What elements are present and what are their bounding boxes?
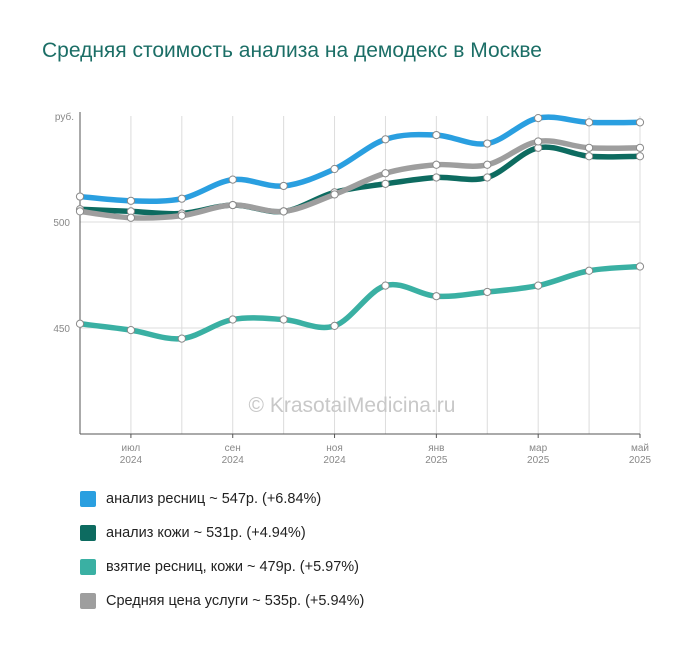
data-point — [330, 190, 339, 199]
data-point — [483, 173, 492, 182]
data-point — [126, 326, 136, 335]
data-point — [381, 281, 390, 290]
legend-swatch — [80, 559, 96, 575]
data-point — [75, 319, 85, 328]
legend-label: Средняя цена услуги ~ 535р. (+5.94%) — [106, 593, 365, 609]
series-2 — [75, 262, 645, 343]
series-line — [77, 114, 643, 204]
data-point — [584, 143, 594, 152]
legend-label: анализ ресниц ~ 547р. (+6.84%) — [106, 491, 322, 507]
x-tick-year: 2024 — [120, 455, 143, 466]
data-point — [177, 334, 186, 343]
data-point — [432, 173, 441, 182]
data-point — [330, 164, 339, 174]
data-point — [635, 118, 645, 127]
data-point — [635, 152, 645, 161]
y-axis-label: руб. — [55, 111, 74, 123]
data-point — [483, 139, 492, 148]
data-point — [584, 118, 594, 127]
x-tick-year: 2025 — [527, 455, 550, 466]
x-tick-month: май — [631, 443, 649, 454]
data-point — [279, 207, 288, 216]
y-tick-label: 500 — [53, 218, 70, 229]
legend-label: взятие ресниц, кожи ~ 479р. (+5.97%) — [106, 559, 360, 575]
data-point — [279, 181, 288, 191]
data-point — [228, 200, 237, 210]
x-tick-year: 2024 — [222, 455, 245, 466]
watermark-text: © KrasotaiMedicina.ru — [249, 394, 456, 417]
legend-swatch — [80, 593, 96, 609]
x-tick-month: июл — [122, 443, 141, 454]
x-tick-year: 2024 — [323, 455, 346, 466]
x-tick-month: янв — [428, 443, 444, 454]
data-point — [432, 160, 441, 169]
legend-item[interactable]: Средняя цена услуги ~ 535р. (+5.94%) — [80, 584, 364, 618]
x-tick-year: 2025 — [629, 455, 652, 466]
x-tick-year: 2025 — [425, 455, 448, 466]
data-point — [534, 114, 543, 123]
legend-item[interactable]: анализ ресниц ~ 547р. (+6.84%) — [80, 482, 364, 516]
data-point — [126, 196, 136, 205]
data-point — [432, 130, 441, 140]
data-point — [177, 211, 186, 220]
data-point — [483, 160, 492, 169]
data-point — [126, 213, 136, 222]
data-point — [330, 321, 339, 330]
y-tick-label: 450 — [53, 324, 70, 335]
data-point — [177, 194, 186, 203]
x-tick-month: мар — [529, 443, 547, 454]
data-point — [228, 315, 237, 324]
data-point — [381, 135, 390, 144]
legend-label: анализ кожи ~ 531р. (+4.94%) — [106, 525, 306, 541]
data-point — [584, 152, 594, 161]
legend-item[interactable]: анализ кожи ~ 531р. (+4.94%) — [80, 516, 364, 550]
data-point — [381, 179, 390, 188]
series-0 — [75, 114, 645, 205]
data-point — [432, 292, 441, 301]
data-point — [635, 143, 645, 152]
x-tick-month: ноя — [326, 443, 343, 454]
data-point — [534, 281, 543, 290]
series-line — [77, 138, 643, 221]
legend-item[interactable]: взятие ресниц, кожи ~ 479р. (+5.97%) — [80, 550, 364, 584]
data-point — [228, 175, 237, 184]
x-tick-month: сен — [225, 443, 241, 454]
data-point — [381, 169, 390, 178]
legend-swatch — [80, 491, 96, 507]
line-chart: 450500руб.июл2024сен2024ноя2024янв2025ма… — [53, 111, 652, 466]
legend-swatch — [80, 525, 96, 541]
data-point — [635, 262, 645, 271]
data-point — [483, 287, 492, 297]
chart-title: Средняя стоимость анализа на демодекс в … — [42, 39, 542, 62]
data-point — [584, 266, 594, 275]
data-point — [75, 207, 85, 216]
series-3 — [75, 137, 645, 222]
data-point — [534, 137, 543, 146]
data-point — [75, 192, 85, 201]
data-point — [279, 315, 288, 324]
chart-legend: анализ ресниц ~ 547р. (+6.84%) анализ кож… — [80, 482, 364, 618]
